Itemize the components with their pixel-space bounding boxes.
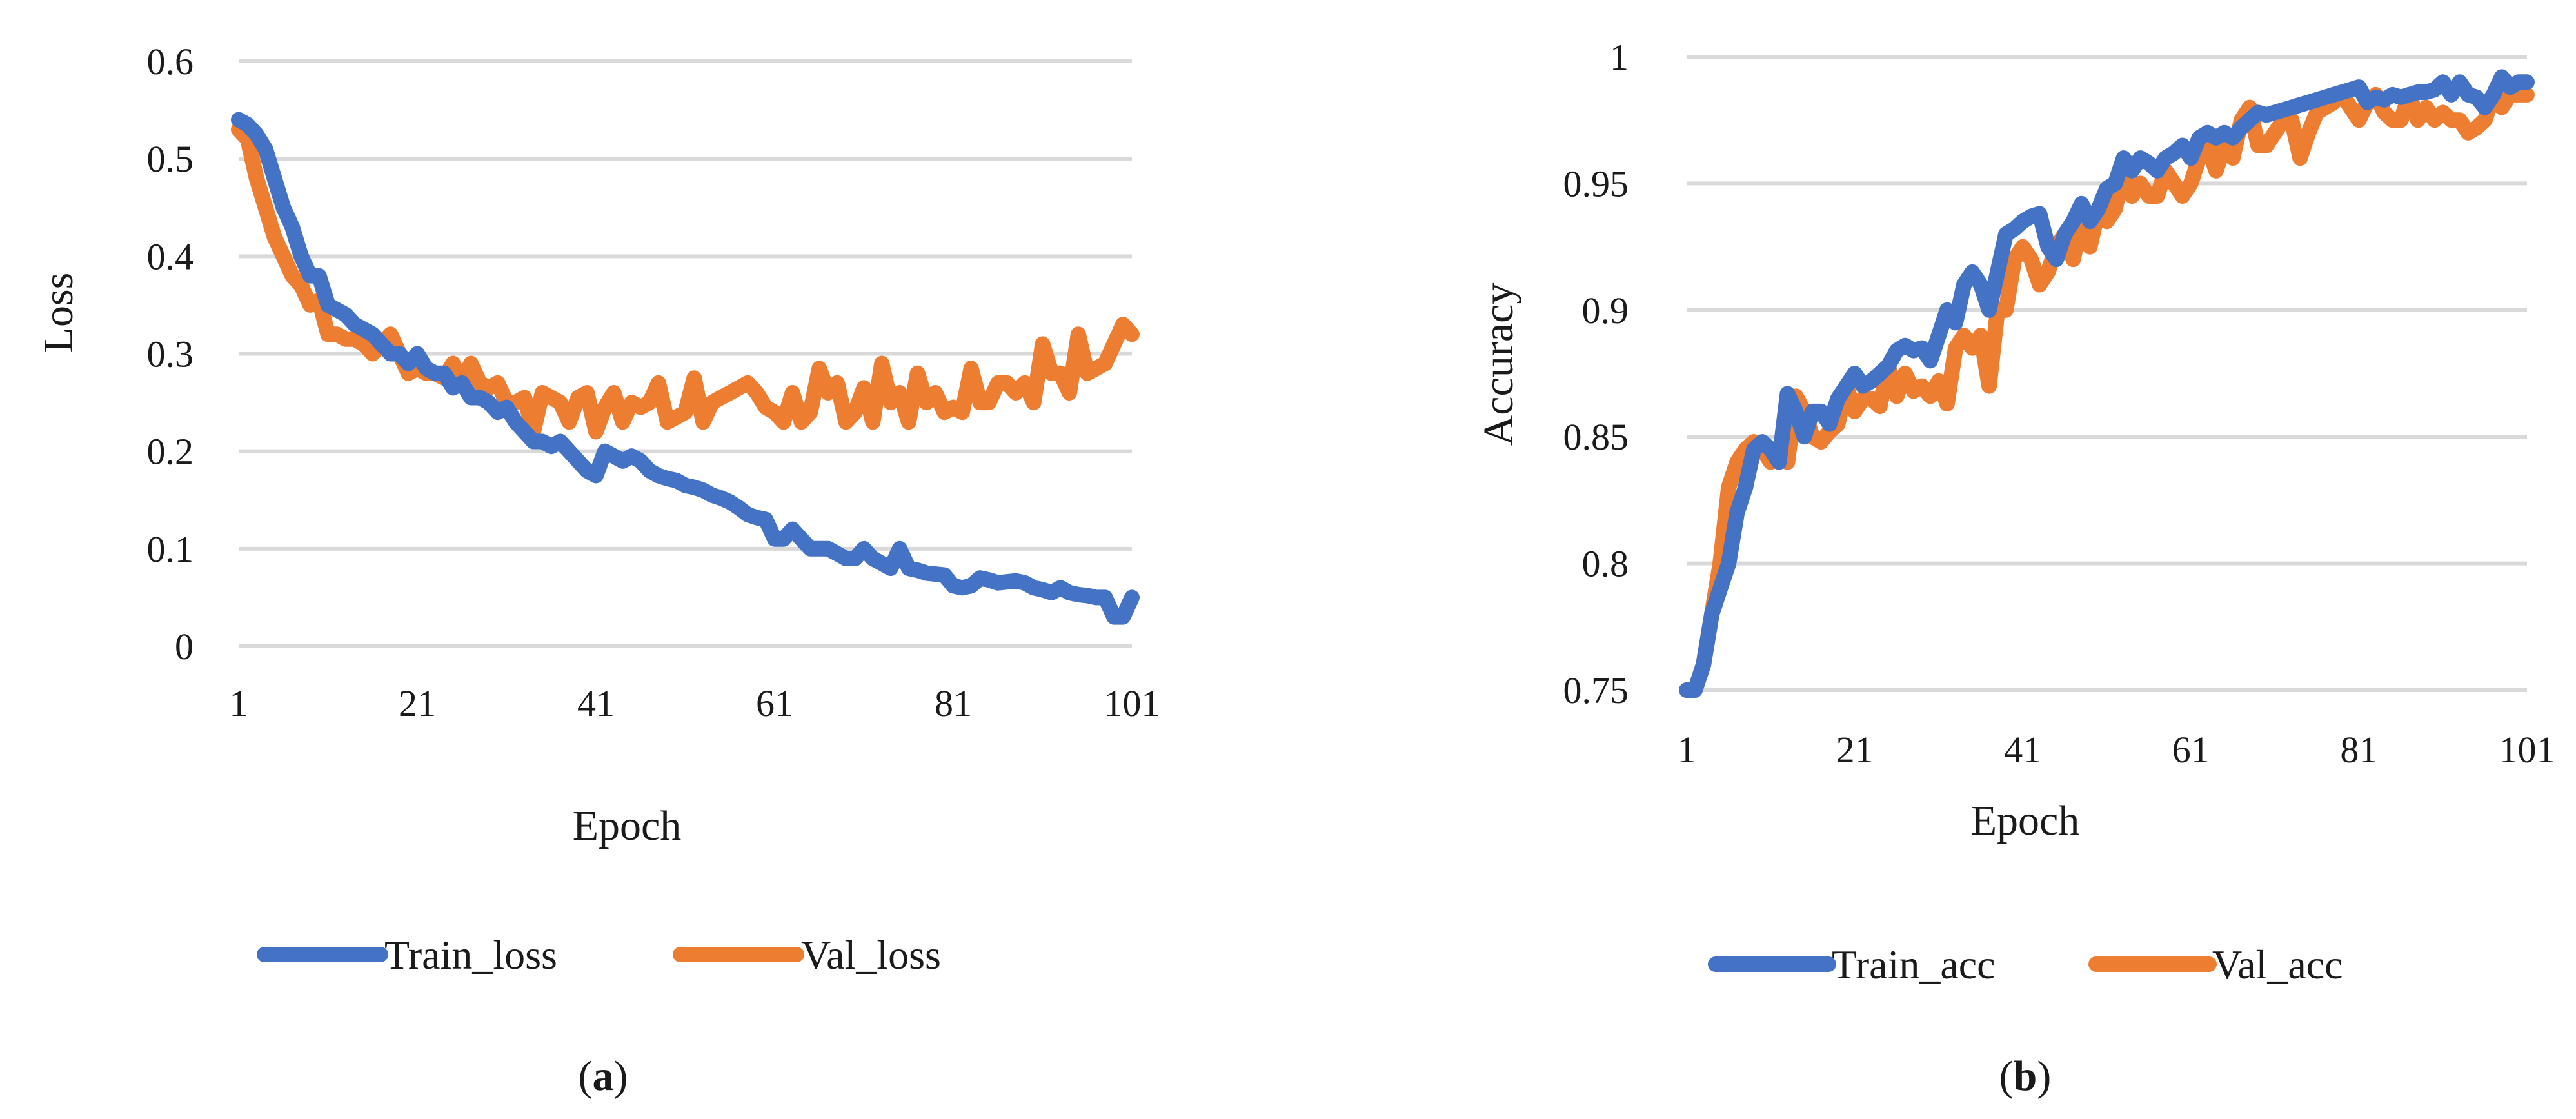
accuracy-x-tick-label: 61 bbox=[2172, 729, 2210, 771]
loss-x-tick-label: 101 bbox=[1104, 682, 1160, 724]
accuracy-lines bbox=[1679, 69, 2535, 698]
accuracy-y-tick-label: 0.9 bbox=[1582, 290, 1629, 332]
loss-y-tick-label: 0.1 bbox=[147, 528, 194, 570]
accuracy-y-tick-label: 0.85 bbox=[1563, 416, 1629, 458]
legend-label-val-acc: Val_acc bbox=[2212, 942, 2343, 987]
series-line-train-loss bbox=[231, 112, 1140, 625]
accuracy-gridlines bbox=[1687, 55, 2527, 692]
series-line-train-acc bbox=[1679, 69, 2535, 698]
accuracy-x-axis-label: Epoch bbox=[1971, 797, 2080, 844]
accuracy-y-axis-label: Accuracy bbox=[1475, 283, 1522, 446]
accuracy-x-tick-label: 21 bbox=[1836, 729, 1874, 771]
caption-a-close: ) bbox=[614, 1053, 628, 1100]
loss-x-axis-label: Epoch bbox=[573, 802, 682, 849]
accuracy-x-tick-label: 41 bbox=[2004, 729, 2041, 771]
series-line-val-acc bbox=[1679, 86, 2535, 698]
loss-y-tick-label: 0.3 bbox=[147, 333, 194, 375]
loss-x-tick-label: 41 bbox=[577, 682, 615, 724]
caption-a-letter: a bbox=[593, 1053, 614, 1100]
accuracy-y-tick-label: 0.8 bbox=[1582, 543, 1629, 585]
loss-x-tick-label: 81 bbox=[935, 682, 972, 724]
caption-a-open: ( bbox=[579, 1053, 593, 1100]
caption-b-open: ( bbox=[1999, 1053, 2014, 1100]
loss-x-tick-label: 21 bbox=[399, 682, 436, 724]
loss-y-tick-label: 0.4 bbox=[147, 235, 194, 277]
accuracy-legend: Train_acc Val_acc bbox=[1708, 942, 2343, 987]
loss-x-tick-label: 1 bbox=[230, 682, 248, 724]
accuracy-y-tick-label: 0.95 bbox=[1563, 163, 1629, 204]
legend-label-train-loss: Train_loss bbox=[384, 932, 557, 978]
legend-label-train-acc: Train_acc bbox=[1832, 942, 1996, 987]
legend-label-val-loss: Val_loss bbox=[801, 932, 941, 978]
loss-chart: 0 0.1 0.2 0.3 0.4 0.5 0.6 1 21 41 61 81 101 Loss Ep… bbox=[35, 41, 1160, 1100]
loss-y-ticks: 0 0.1 0.2 0.3 0.4 0.5 0.6 bbox=[147, 41, 194, 668]
loss-y-tick-label: 0 bbox=[175, 626, 193, 668]
caption-a: (a) bbox=[579, 1053, 628, 1100]
accuracy-x-tick-label: 101 bbox=[2499, 729, 2555, 771]
accuracy-x-tick-label: 1 bbox=[1678, 729, 1696, 771]
accuracy-y-ticks: 0.75 0.8 0.85 0.9 0.95 1 bbox=[1563, 36, 1629, 711]
caption-b: (b) bbox=[1999, 1053, 2052, 1100]
accuracy-chart: 0.75 0.8 0.85 0.9 0.95 1 1 21 41 61 81 101 Accurac… bbox=[1475, 36, 2555, 1100]
series-line-val-loss bbox=[231, 121, 1140, 440]
accuracy-y-tick-label: 0.75 bbox=[1563, 669, 1629, 711]
accuracy-x-tick-label: 81 bbox=[2340, 729, 2377, 771]
accuracy-x-ticks: 1 21 41 61 81 101 bbox=[1678, 729, 2555, 771]
loss-lines bbox=[231, 112, 1140, 625]
loss-y-tick-label: 0.5 bbox=[147, 138, 194, 180]
loss-x-ticks: 1 21 41 61 81 101 bbox=[230, 682, 1160, 724]
accuracy-y-tick-label: 1 bbox=[1610, 36, 1629, 78]
loss-y-tick-label: 0.2 bbox=[147, 431, 194, 473]
loss-legend: Train_loss Val_loss bbox=[257, 932, 941, 978]
caption-b-letter: b bbox=[2014, 1053, 2037, 1100]
loss-y-tick-label: 0.6 bbox=[147, 41, 194, 83]
caption-b-close: ) bbox=[2037, 1053, 2051, 1100]
loss-x-tick-label: 61 bbox=[756, 682, 793, 724]
loss-y-axis-label: Loss bbox=[35, 273, 82, 353]
